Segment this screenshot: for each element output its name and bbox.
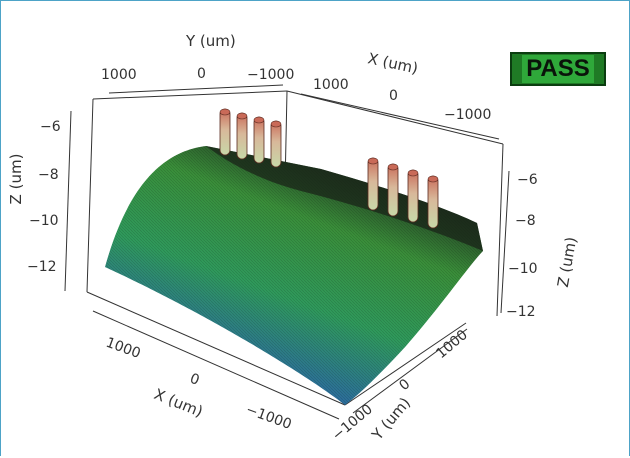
z-axis-label-left: Z (um) (7, 154, 25, 205)
z-tick-left-4: −12 (27, 259, 57, 275)
x-tick-top-3: −1000 (444, 107, 491, 123)
y-axis-top: 1000 0 −1000 Y (um) (101, 32, 294, 94)
x-axis-top: 1000 0 −1000 X (um) (300, 49, 500, 140)
z-tick-left-2: −8 (38, 167, 59, 183)
x-tick-top-2: 0 (389, 88, 398, 104)
pillar (253, 116, 265, 164)
x-tick-top-1: 1000 (313, 77, 349, 93)
x-tick-bottom-3: −1000 (244, 402, 294, 433)
x-axis-label-top: X (um) (366, 49, 420, 77)
x-tick-bottom-1: 1000 (104, 335, 143, 362)
z-axis-right: −6 −8 −10 −12 Z (um) (500, 170, 581, 320)
y-tick-bottom-3: −1000 (329, 401, 376, 444)
y-tick-top-1: 1000 (101, 67, 137, 83)
z-axis-left: −6 −8 −10 −12 Z (um) (7, 110, 72, 292)
surface (105, 146, 483, 405)
pillar (367, 157, 379, 211)
z-axis-label-right: Z (um) (554, 236, 581, 289)
pillar (236, 112, 248, 160)
x-tick-bottom-2: 0 (188, 371, 202, 389)
z-tick-right-1: −6 (517, 172, 538, 188)
z-tick-right-4: −12 (506, 304, 536, 320)
pass-badge: PASS (510, 52, 606, 86)
pillar-group (219, 108, 439, 229)
pillar (270, 120, 282, 168)
pillar (427, 175, 439, 229)
y-axis-label-top: Y (um) (185, 32, 236, 50)
z-tick-right-2: −8 (515, 213, 536, 229)
y-tick-top-3: −1000 (247, 67, 294, 83)
y-tick-bottom-2: 0 (396, 376, 413, 394)
pillar (407, 169, 419, 223)
y-tick-top-2: 0 (197, 66, 206, 82)
pass-badge-text: PASS (522, 55, 594, 83)
z-tick-right-3: −10 (508, 261, 538, 277)
x-axis-label-bottom: X (um) (152, 385, 206, 421)
z-tick-left-3: −10 (29, 213, 59, 229)
pillar (219, 108, 231, 156)
pillar (387, 163, 399, 217)
plot-box (86, 90, 504, 406)
y-axis-label-bottom: Y (um) (368, 394, 414, 444)
z-tick-left-1: −6 (40, 119, 61, 135)
